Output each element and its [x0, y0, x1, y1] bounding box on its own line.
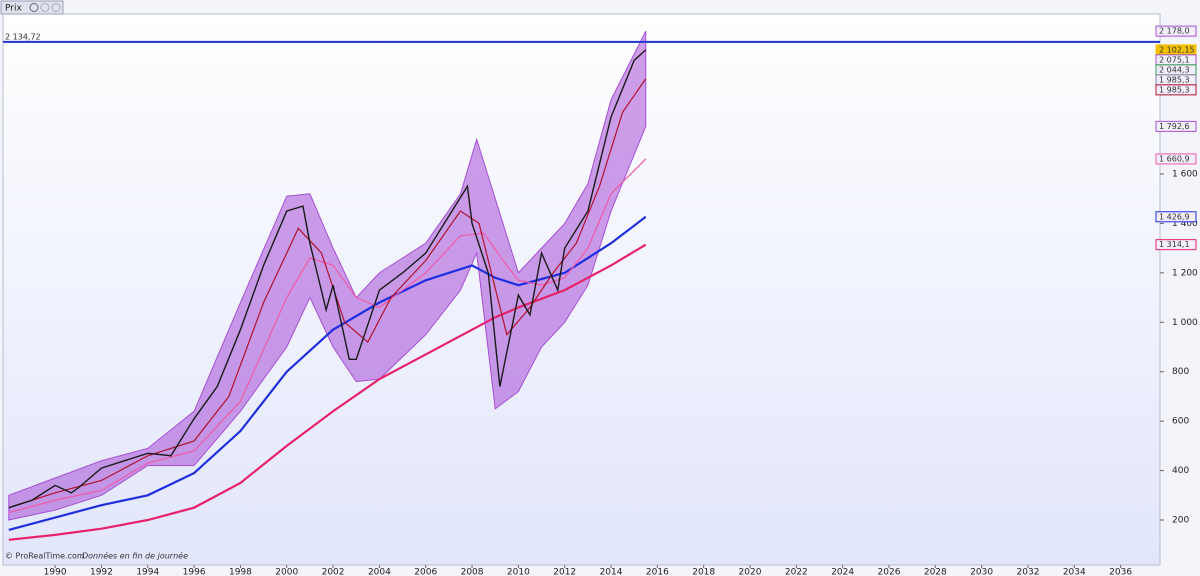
x-tick-label: 2002	[322, 568, 345, 576]
series-line	[8, 78, 647, 509]
x-tick-label: 2020	[739, 568, 762, 576]
price-label-box	[1155, 239, 1197, 251]
x-tick-label: 2030	[970, 568, 993, 576]
x-tick-label: 2022	[785, 568, 808, 576]
x-tick-label: 2036	[1109, 568, 1132, 576]
x-tick-label: 1996	[183, 568, 206, 576]
price-label-box	[1155, 211, 1197, 223]
series-line	[8, 49, 647, 509]
x-tick-label: 2012	[553, 568, 576, 576]
x-tick-label: 2006	[414, 568, 437, 576]
price-label-box	[1155, 153, 1197, 165]
tool-icon[interactable]	[29, 3, 39, 12]
price-label: 2 102,15	[1159, 45, 1195, 54]
series-line	[8, 243, 647, 541]
series-line	[8, 158, 647, 514]
price-label: 1 314,1	[1159, 240, 1190, 249]
x-tick-label: 2024	[831, 568, 854, 576]
tab[interactable]: Prix	[0, 0, 64, 15]
y-tick-label: 1 200	[1172, 268, 1198, 278]
x-tick-label: 2008	[461, 568, 484, 576]
tool-icon[interactable]	[40, 3, 50, 12]
x-tick-label: 2004	[368, 568, 391, 576]
y-tick-label: 400	[1172, 466, 1189, 476]
x-tick-label: 2034	[1063, 568, 1086, 576]
plot-layer	[8, 30, 647, 541]
x-tick-label: 2016	[646, 568, 669, 576]
price-label: 1 660,9	[1159, 154, 1190, 163]
price-label-box	[1155, 84, 1197, 96]
price-label: 1 985,3	[1159, 75, 1190, 84]
y-tick-label: 200	[1172, 516, 1189, 526]
footer: © ProRealTime.com	[5, 552, 85, 561]
x-tick-label: 1992	[90, 568, 113, 576]
y-tick-label: 600	[1172, 417, 1189, 427]
x-tick-label: 2000	[275, 568, 298, 576]
x-tick-label: 2026	[878, 568, 901, 576]
x-tick-label: 1998	[229, 568, 252, 576]
price-label: 2 075,1	[1159, 55, 1190, 64]
price-label-box	[1155, 25, 1197, 37]
y-tick-label: 800	[1172, 367, 1189, 377]
tab-label[interactable]: Prix	[5, 4, 22, 14]
x-tick-label: 2014	[600, 568, 623, 576]
price-label: 1 426,9	[1159, 212, 1190, 221]
price-label: 1 985,3	[1159, 85, 1190, 94]
x-tick-label: 2032	[1017, 568, 1040, 576]
price-label: 1 792,6	[1159, 122, 1190, 131]
price-label: 2 044,3	[1159, 65, 1190, 74]
price-label-box	[1155, 120, 1197, 132]
reference-label: 2 134,72	[5, 32, 41, 41]
x-tick-label: 2018	[692, 568, 715, 576]
x-tick-label: 2028	[924, 568, 947, 576]
price-label: 2 178,0	[1159, 27, 1190, 36]
y-tick-label: 1 600	[1172, 169, 1198, 179]
footer-note: Données en fin de journée	[82, 551, 188, 561]
tool-icon[interactable]	[51, 3, 61, 12]
x-tick-label: 1994	[136, 568, 159, 576]
series-line	[8, 215, 647, 531]
band-area	[8, 30, 647, 521]
y-tick-label: 1 400	[1172, 219, 1198, 229]
x-tick-label: 2010	[507, 568, 530, 576]
x-tick-label: 1990	[44, 568, 67, 576]
y-tick-label: 1 000	[1172, 318, 1198, 328]
